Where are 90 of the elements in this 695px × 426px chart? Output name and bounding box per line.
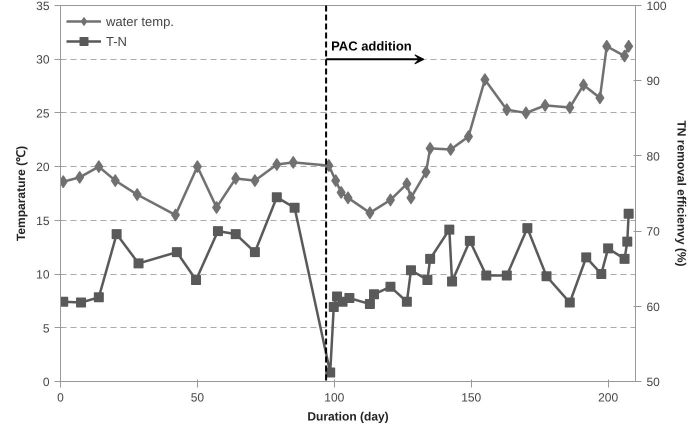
x-tick-label: 50 — [190, 390, 204, 404]
y-axis-title: Temparature (℃) — [14, 146, 28, 242]
point — [134, 258, 144, 268]
point — [502, 270, 512, 280]
point — [250, 174, 260, 188]
y2-tick-label: 80 — [646, 149, 660, 164]
point — [522, 223, 532, 234]
point — [464, 130, 473, 144]
point — [75, 170, 84, 184]
point — [620, 49, 630, 62]
point — [132, 188, 142, 202]
y-tick-label: 20 — [36, 160, 50, 174]
y-tick-label: 30 — [36, 52, 50, 67]
point — [191, 274, 202, 285]
point — [94, 160, 104, 174]
point — [540, 98, 550, 112]
y2-axis-title: TN removal efficienvy (%) — [674, 120, 689, 267]
point — [365, 206, 374, 220]
point — [110, 174, 120, 188]
y2-tick-label: 60 — [646, 300, 660, 314]
point — [480, 73, 490, 86]
point — [364, 299, 375, 310]
y2-tick-label: 100 — [646, 0, 667, 13]
point — [250, 247, 260, 258]
point — [596, 268, 606, 279]
point — [464, 236, 475, 246]
point — [230, 229, 241, 240]
point — [444, 224, 454, 235]
legend-label: T-N — [106, 34, 127, 48]
point — [620, 254, 630, 264]
point — [446, 142, 456, 156]
point — [502, 103, 512, 116]
y2-tick-label: 70 — [646, 224, 660, 239]
point — [331, 174, 340, 188]
y-tick-label: 10 — [36, 268, 50, 282]
point — [212, 200, 222, 214]
y-tick-label: 15 — [36, 214, 50, 228]
point — [344, 293, 354, 304]
point — [386, 193, 395, 206]
point — [406, 191, 416, 204]
point — [581, 252, 592, 262]
point — [272, 158, 282, 171]
point — [272, 192, 282, 202]
point — [402, 296, 412, 307]
point — [288, 156, 298, 169]
point — [192, 160, 202, 174]
y-tick-label: 25 — [36, 106, 50, 120]
point — [602, 40, 612, 53]
point — [426, 142, 435, 155]
point — [406, 265, 416, 276]
point — [578, 78, 588, 92]
point — [112, 229, 122, 240]
y2-tick-label: 50 — [646, 375, 660, 389]
point — [324, 159, 334, 172]
point — [603, 243, 614, 254]
point — [231, 172, 240, 185]
legend-label: water temp. — [106, 14, 174, 28]
point — [402, 177, 412, 190]
y-tick-label: 0 — [42, 375, 50, 389]
point — [328, 302, 339, 312]
point — [624, 208, 634, 219]
x-tick-label: 0 — [57, 390, 64, 404]
point — [422, 274, 432, 285]
point — [76, 298, 86, 308]
x-tick-label: 150 — [461, 390, 482, 404]
point — [290, 202, 300, 213]
point — [542, 271, 552, 282]
point — [565, 101, 574, 114]
point — [622, 236, 632, 247]
point — [481, 270, 492, 280]
point — [521, 106, 530, 120]
y-tick-label: 35 — [36, 0, 50, 13]
x-axis-title: Duration (day) — [307, 410, 389, 424]
point — [624, 40, 634, 53]
y-tick-label: 5 — [42, 321, 50, 336]
point — [336, 186, 346, 199]
x-tick-label: 200 — [598, 390, 618, 404]
point — [425, 254, 436, 264]
point — [212, 226, 223, 236]
point — [172, 247, 182, 258]
point — [595, 91, 604, 104]
x-tick-label: 100 — [324, 390, 345, 404]
point — [385, 282, 396, 292]
ref-line-label: PAC addition — [331, 38, 412, 54]
y2-tick-label: 90 — [646, 74, 660, 88]
point — [447, 276, 458, 286]
point — [94, 292, 104, 302]
point — [564, 298, 575, 308]
point — [422, 166, 431, 179]
point — [369, 289, 380, 300]
